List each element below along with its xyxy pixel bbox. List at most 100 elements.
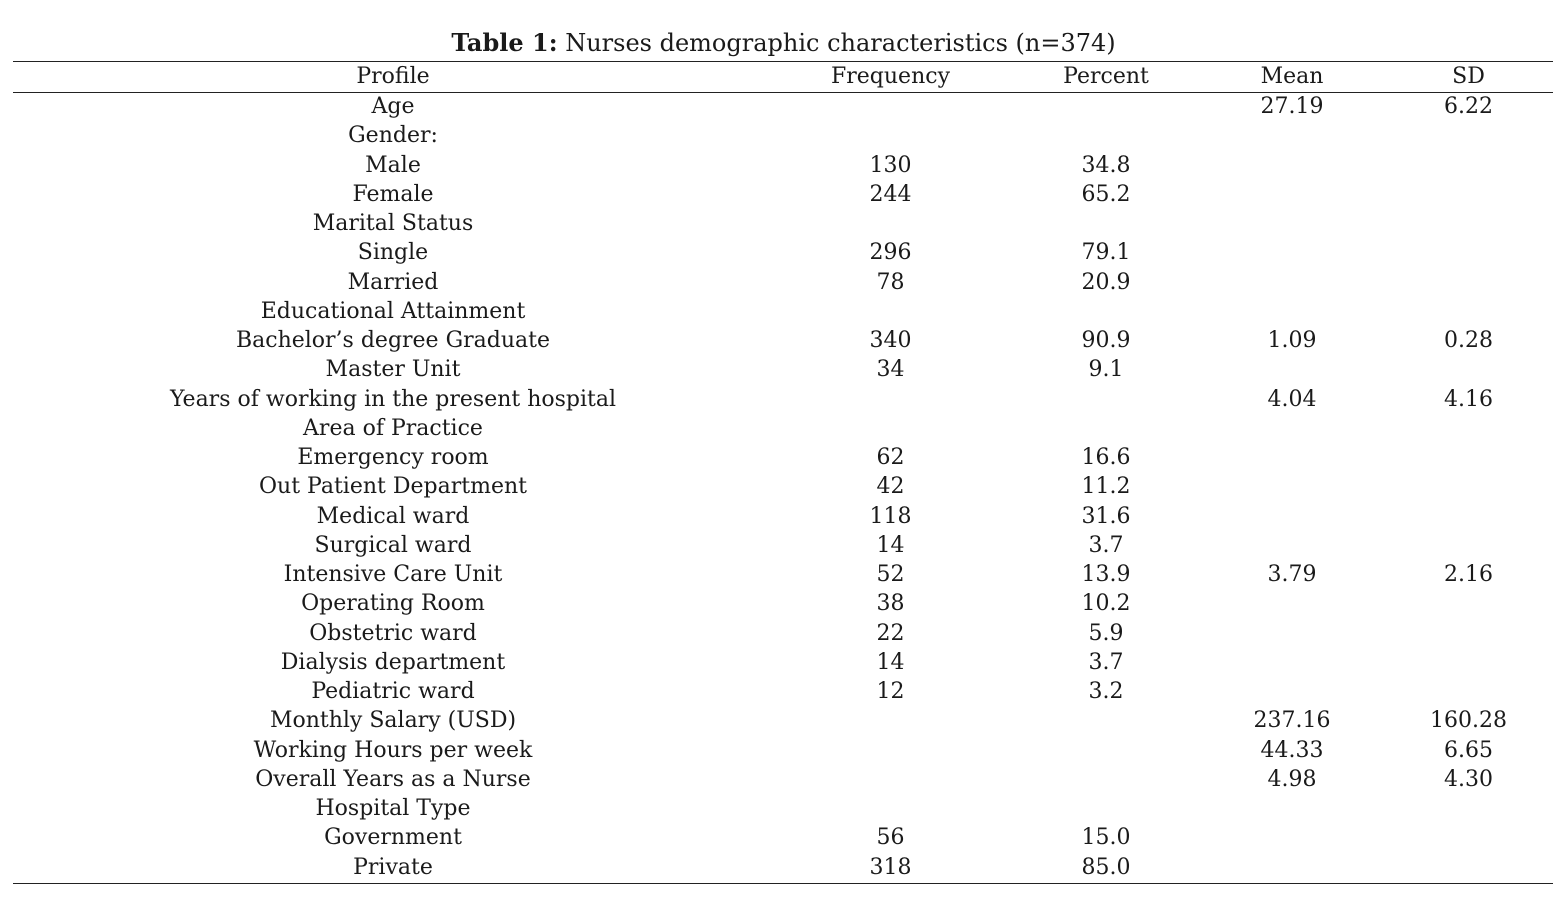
table-row: Medical ward 118 31.6 (13, 502, 1557, 531)
cell-sd: 0.28 (1444, 328, 1493, 354)
cell-sd (1380, 297, 1557, 326)
table-row: Hospital Type (13, 794, 1557, 823)
cell-frequency (773, 121, 1008, 150)
table-row: Operating Room 38 10.2 (13, 589, 1557, 618)
cell-sd: 4.30 (1444, 766, 1493, 792)
cell-frequency (773, 385, 1008, 414)
cell-frequency (773, 706, 1008, 735)
table-row: Dialysis department 14 3.7 (13, 648, 1557, 677)
cell-frequency: 118 (869, 503, 912, 529)
cell-profile: Private (353, 854, 433, 880)
cell-area-of-practice-sd: 2.16 (1444, 562, 1493, 588)
cell-sd (1380, 268, 1557, 297)
cell-mean (1204, 297, 1380, 326)
cell-percent: 20.9 (1081, 269, 1131, 295)
cell-mean (1204, 268, 1380, 297)
table-row: Gender: (13, 121, 1557, 150)
cell-frequency: 38 (876, 591, 905, 617)
cell-frequency: 14 (876, 649, 905, 675)
cell-mean (1204, 180, 1380, 209)
cell-percent (1008, 121, 1204, 150)
cell-percent: 85.0 (1081, 854, 1131, 880)
table-caption-text: Nurses demographic characteristics (n=37… (565, 29, 1116, 57)
cell-mean (1204, 151, 1380, 180)
table-row: Government 56 15.0 (13, 823, 1557, 852)
cell-profile: Obstetric ward (309, 620, 477, 646)
cell-percent: 31.6 (1081, 503, 1131, 529)
cell-percent: 13.9 (1081, 562, 1131, 588)
cell-area-of-practice-mean: 3.79 (1267, 562, 1317, 588)
table-row: Years of working in the present hospital… (13, 385, 1557, 414)
table-row: Out Patient Department 42 11.2 (13, 472, 1557, 501)
cell-percent: 16.6 (1081, 445, 1131, 471)
cell-profile: Bachelor’s degree Graduate (235, 328, 551, 354)
cell-mean (1204, 823, 1380, 852)
cell-frequency: 78 (876, 269, 905, 295)
cell-sd (1380, 121, 1557, 150)
cell-percent: 11.2 (1081, 474, 1131, 500)
cell-profile: Emergency room (297, 445, 489, 471)
cell-mean (1204, 121, 1380, 150)
cell-sd (1380, 853, 1557, 882)
cell-percent: 3.7 (1088, 649, 1124, 675)
cell-profile: Single (357, 240, 429, 266)
cell-frequency: 340 (869, 328, 912, 354)
cell-sd (1380, 238, 1557, 267)
cell-sd (1380, 151, 1557, 180)
cell-percent: 3.7 (1088, 532, 1124, 558)
header-mean: Mean (1260, 64, 1324, 89)
cell-percent: 79.1 (1081, 240, 1131, 266)
header-sd: SD (1452, 64, 1485, 89)
cell-profile: Female (352, 181, 434, 207)
cell-percent (1008, 794, 1204, 823)
cell-frequency: 12 (876, 679, 905, 705)
cell-sd (1380, 355, 1557, 384)
table-row: Married 78 20.9 (13, 268, 1557, 297)
table-row: Intensive Care Unit 52 13.9 (13, 560, 1557, 589)
table-row: Marital Status (13, 209, 1557, 238)
cell-mean (1204, 355, 1380, 384)
cell-percent (1008, 209, 1204, 238)
table-row: Area of Practice (13, 414, 1557, 443)
cell-profile: Monthly Salary (USD) (269, 708, 517, 734)
cell-frequency: 130 (869, 152, 912, 178)
cell-percent (1008, 414, 1204, 443)
cell-frequency: 62 (876, 445, 905, 471)
cell-profile: Medical ward (316, 503, 470, 529)
cell-profile: Intensive Care Unit (283, 562, 503, 588)
cell-percent: 90.9 (1081, 328, 1131, 354)
cell-profile: Operating Room (301, 591, 485, 617)
cell-percent: 3.2 (1088, 679, 1124, 705)
cell-frequency: 14 (876, 532, 905, 558)
cell-mean (1204, 853, 1380, 882)
cell-sd: 4.16 (1444, 386, 1493, 412)
header-profile: Profile (356, 64, 430, 89)
cell-percent (1008, 297, 1204, 326)
cell-percent: 65.2 (1081, 181, 1131, 207)
cell-mean (1204, 209, 1380, 238)
cell-profile: Government (324, 825, 462, 851)
table-row: Obstetric ward 22 5.9 (13, 619, 1557, 648)
cell-percent: 15.0 (1081, 825, 1131, 851)
table-row: Private 318 85.0 (13, 853, 1557, 882)
table-row: Female 244 65.2 (13, 180, 1557, 209)
cell-profile: Working Hours per week (253, 737, 533, 763)
table-row: Educational Attainment (13, 297, 1557, 326)
table-caption-label: Table 1: (451, 28, 558, 57)
cell-sd (1380, 180, 1557, 209)
table-caption: Table 1: Nurses demographic characterist… (0, 28, 1567, 58)
table-row: Overall Years as a Nurse 4.98 4.30 (13, 765, 1557, 794)
cell-profile: Marital Status (312, 211, 474, 237)
table-row: Single 296 79.1 (13, 238, 1557, 267)
cell-percent (1008, 765, 1204, 794)
table-row: Pediatric ward 12 3.2 (13, 677, 1557, 706)
cell-percent: 10.2 (1081, 591, 1131, 617)
cell-frequency: 244 (869, 181, 912, 207)
table-row: Male 130 34.8 (13, 151, 1557, 180)
cell-frequency (773, 414, 1008, 443)
cell-frequency: 42 (876, 474, 905, 500)
cell-profile: Gender: (348, 123, 438, 149)
cell-mean: 4.98 (1267, 766, 1317, 792)
cell-frequency (773, 794, 1008, 823)
cell-frequency: 22 (876, 620, 905, 646)
